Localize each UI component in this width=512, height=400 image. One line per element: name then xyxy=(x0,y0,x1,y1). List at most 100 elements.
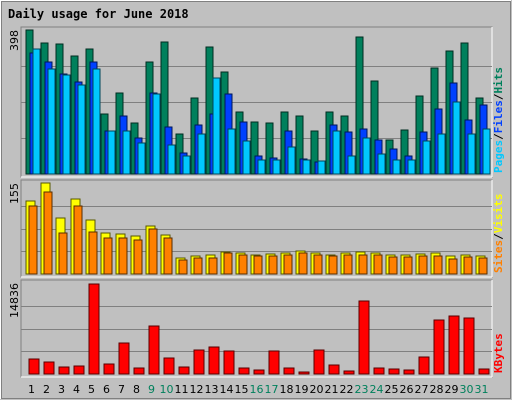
x-label-day-17: 17 xyxy=(265,383,279,396)
bar-sites-18 xyxy=(283,254,293,275)
x-label-day-31: 31 xyxy=(475,383,489,396)
bar-pages-24 xyxy=(377,153,386,175)
legend-item: / xyxy=(492,93,505,100)
bar-sites-1 xyxy=(28,205,38,275)
bar-pages-29 xyxy=(452,101,461,175)
bar-kbytes-5 xyxy=(88,283,100,375)
bar-pages-13 xyxy=(212,77,221,175)
x-label-day-8: 8 xyxy=(133,383,140,396)
x-axis-labels: 1 2 3 4 5 6 7 8 9 10 11 12 13 14 15 16 17 18 19 20 21 22 23 24 2… xyxy=(28,383,489,396)
legend-item: Pages xyxy=(492,140,505,173)
bar-kbytes-24 xyxy=(373,367,385,375)
bar-pages-12 xyxy=(197,133,206,175)
bar-kbytes-3 xyxy=(58,366,70,375)
panel-bottom: 14836 KBytes xyxy=(8,279,505,378)
bar-kbytes-31 xyxy=(478,368,490,375)
bar-sites-24 xyxy=(373,254,383,275)
bar-kbytes-7 xyxy=(118,342,130,375)
panels: 398 Pages/Files/Hits 155Sites/Visits14836K… xyxy=(8,26,505,378)
x-label-day-10: 10 xyxy=(160,383,174,396)
bar-sites-17 xyxy=(268,255,278,275)
x-label-day-24: 24 xyxy=(370,383,384,396)
x-label-day-23: 23 xyxy=(355,383,369,396)
bar-sites-9 xyxy=(148,228,158,275)
bar-kbytes-26 xyxy=(403,369,415,375)
bar-sites-20 xyxy=(313,254,323,275)
bar-sites-2 xyxy=(43,191,53,275)
bar-kbytes-14 xyxy=(223,350,235,375)
x-label-day-28: 28 xyxy=(430,383,444,396)
x-label-day-19: 19 xyxy=(295,383,309,396)
x-label-day-13: 13 xyxy=(205,383,219,396)
chart-title: Daily usage for June 2018 xyxy=(8,7,189,21)
panel-middle: 155 Sites/Visits xyxy=(8,179,505,278)
bar-pages-27 xyxy=(422,140,431,175)
x-label-day-30: 30 xyxy=(460,383,474,396)
bar-kbytes-20 xyxy=(313,349,325,375)
legend-bottom: KBytes xyxy=(492,333,505,373)
legend-top: Pages/Files/Hits xyxy=(492,67,505,173)
bar-pages-21 xyxy=(332,130,341,175)
bar-pages-4 xyxy=(77,84,86,175)
bar-kbytes-16 xyxy=(253,369,265,375)
x-label-day-15: 15 xyxy=(235,383,249,396)
x-label-day-2: 2 xyxy=(43,383,50,396)
bar-pages-10 xyxy=(167,144,176,175)
bar-pages-8 xyxy=(137,142,146,175)
bar-sites-27 xyxy=(418,255,428,275)
bar-pages-1 xyxy=(32,48,41,175)
x-label-day-21: 21 xyxy=(325,383,339,396)
x-label-day-26: 26 xyxy=(400,383,414,396)
bar-kbytes-13 xyxy=(208,346,220,375)
bar-sites-8 xyxy=(133,239,143,275)
bar-pages-18 xyxy=(287,146,296,175)
bar-sites-25 xyxy=(388,256,398,275)
bar-kbytes-30 xyxy=(463,317,475,375)
x-label-day-7: 7 xyxy=(118,383,125,396)
legend-middle: Sites/Visits xyxy=(492,194,505,274)
bar-kbytes-27 xyxy=(418,356,430,375)
bar-sites-28 xyxy=(433,255,443,275)
bar-sites-5 xyxy=(88,231,98,275)
x-label-day-18: 18 xyxy=(280,383,294,396)
bar-sites-4 xyxy=(73,205,83,275)
bar-kbytes-8 xyxy=(133,367,145,375)
x-label-day-20: 20 xyxy=(310,383,324,396)
x-label-day-16: 16 xyxy=(250,383,264,396)
bar-pages-17 xyxy=(272,159,281,175)
bar-pages-9 xyxy=(152,93,161,175)
legend-item: / xyxy=(492,133,505,140)
bar-pages-7 xyxy=(122,130,131,175)
bar-sites-30 xyxy=(463,256,473,275)
bar-pages-2 xyxy=(47,68,56,175)
panel-top: 398 Pages/Files/Hits xyxy=(8,26,505,178)
bar-pages-25 xyxy=(392,159,401,175)
y-max-label-top: 398 xyxy=(8,30,21,51)
bar-sites-31 xyxy=(478,257,488,275)
bar-sites-11 xyxy=(178,259,188,275)
bar-pages-28 xyxy=(437,133,446,175)
bar-sites-26 xyxy=(403,256,413,275)
legend-item: Hits xyxy=(492,67,505,94)
bar-pages-30 xyxy=(467,133,476,175)
bar-pages-26 xyxy=(407,159,416,175)
bar-sites-12 xyxy=(193,257,203,275)
bar-pages-14 xyxy=(227,128,236,175)
x-label-day-5: 5 xyxy=(88,383,95,396)
bar-kbytes-23 xyxy=(358,300,370,375)
x-label-day-9: 9 xyxy=(148,383,155,396)
x-label-day-4: 4 xyxy=(73,383,80,396)
x-label-day-1: 1 xyxy=(28,383,35,396)
bar-sites-6 xyxy=(103,237,113,275)
bar-pages-19 xyxy=(302,159,311,175)
bar-kbytes-21 xyxy=(328,364,340,375)
legend-item: / xyxy=(492,233,505,240)
x-label-day-11: 11 xyxy=(175,383,189,396)
bar-kbytes-15 xyxy=(238,367,250,375)
bar-kbytes-9 xyxy=(148,325,160,375)
bar-sites-14 xyxy=(223,252,233,275)
bar-sites-10 xyxy=(163,237,173,275)
bar-kbytes-1 xyxy=(28,358,40,375)
